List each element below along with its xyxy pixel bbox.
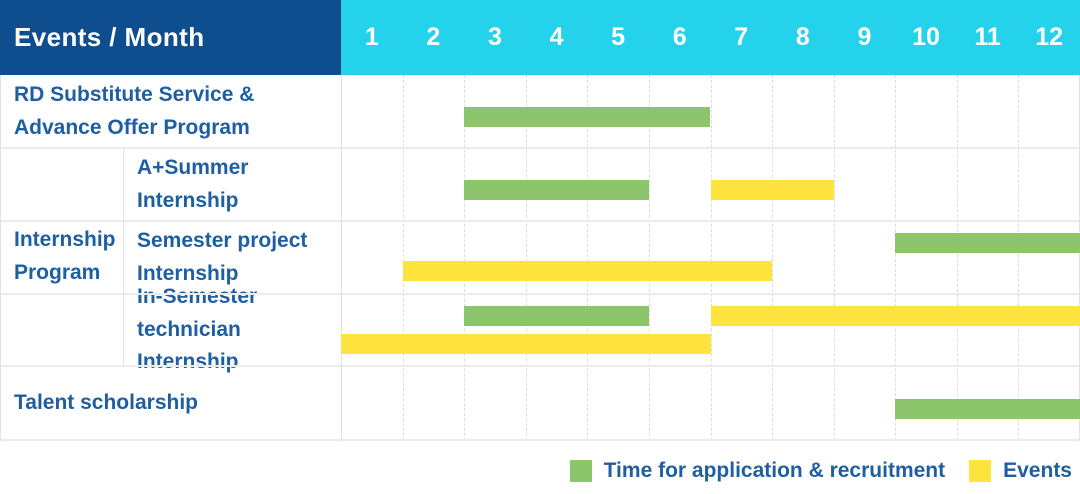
month-header-cell: 8	[795, 23, 810, 51]
gantt-bar-application	[895, 398, 1080, 419]
legend-label-application: Time for application & recruitment	[603, 459, 946, 482]
label-column-divider	[123, 148, 124, 366]
page-title: Events / Month	[14, 22, 205, 52]
gantt-bar-application	[464, 106, 711, 127]
month-header-cell: 12	[1035, 23, 1064, 51]
row-label-rd-substitute: RD Substitute Service & Advance Offer Pr…	[14, 82, 255, 139]
month-gridline	[587, 75, 589, 441]
table-left-border	[0, 75, 1, 441]
month-header-cell: 9	[857, 23, 872, 51]
month-header-cell: 5	[611, 23, 626, 51]
legend-swatch-application	[569, 460, 592, 482]
month-header-row: 1 2 3 4 5 6 7 8 9 10 11 12	[341, 0, 1080, 75]
month-header-cell: 3	[487, 23, 502, 51]
table-bottom-border	[0, 439, 1080, 441]
month-gridline	[710, 75, 712, 441]
legend-swatch-events	[969, 460, 992, 482]
gantt-bar-application	[895, 233, 1080, 253]
month-header-cell: 6	[672, 23, 687, 51]
grid-line	[0, 147, 1080, 149]
month-header-cell: 1	[364, 23, 379, 51]
grid-line	[0, 293, 1080, 295]
month-gridline	[956, 75, 958, 441]
month-header-cell: 11	[974, 23, 1001, 51]
grid-line	[0, 220, 1080, 222]
month-gridline	[525, 75, 527, 441]
month-gridline	[895, 75, 897, 441]
month-gridline	[1018, 75, 1020, 441]
month-gridline	[402, 75, 404, 441]
row-label-talent-scholarship: Talent scholarship	[14, 391, 198, 415]
group-label-internship-program: Internship Program	[14, 228, 116, 284]
gantt-bar-event	[710, 179, 834, 200]
row-label-a-summer-internship: A+Summer Internship	[137, 155, 249, 212]
month-header-cell: 4	[549, 23, 564, 51]
row-label-semester-project-internship: Semester project Internship	[137, 228, 308, 285]
month-gridline	[772, 75, 774, 441]
gantt-bar-event	[341, 334, 711, 354]
month-gridline	[464, 75, 466, 441]
gantt-bar-event	[710, 306, 1080, 326]
legend: Time for application & recruitment Event…	[569, 459, 1072, 483]
month-gridline	[648, 75, 650, 441]
gantt-bar-application	[464, 306, 649, 326]
row-label-in-semester-technician-internship: In-Semester technician Internship	[137, 285, 258, 374]
table-header-cell: Events / Month	[0, 0, 341, 75]
gantt-bar-event	[402, 261, 773, 281]
chart-left-border	[341, 75, 342, 441]
month-header-cell: 2	[426, 23, 441, 51]
grid-line	[0, 365, 1080, 367]
month-header-cell: 10	[912, 23, 940, 51]
month-gridline	[833, 75, 835, 441]
month-header-cell: 7	[734, 23, 749, 51]
legend-label-events: Events	[1003, 459, 1072, 482]
gantt-bar-application	[464, 179, 649, 200]
gantt-chart-area	[341, 75, 1080, 441]
